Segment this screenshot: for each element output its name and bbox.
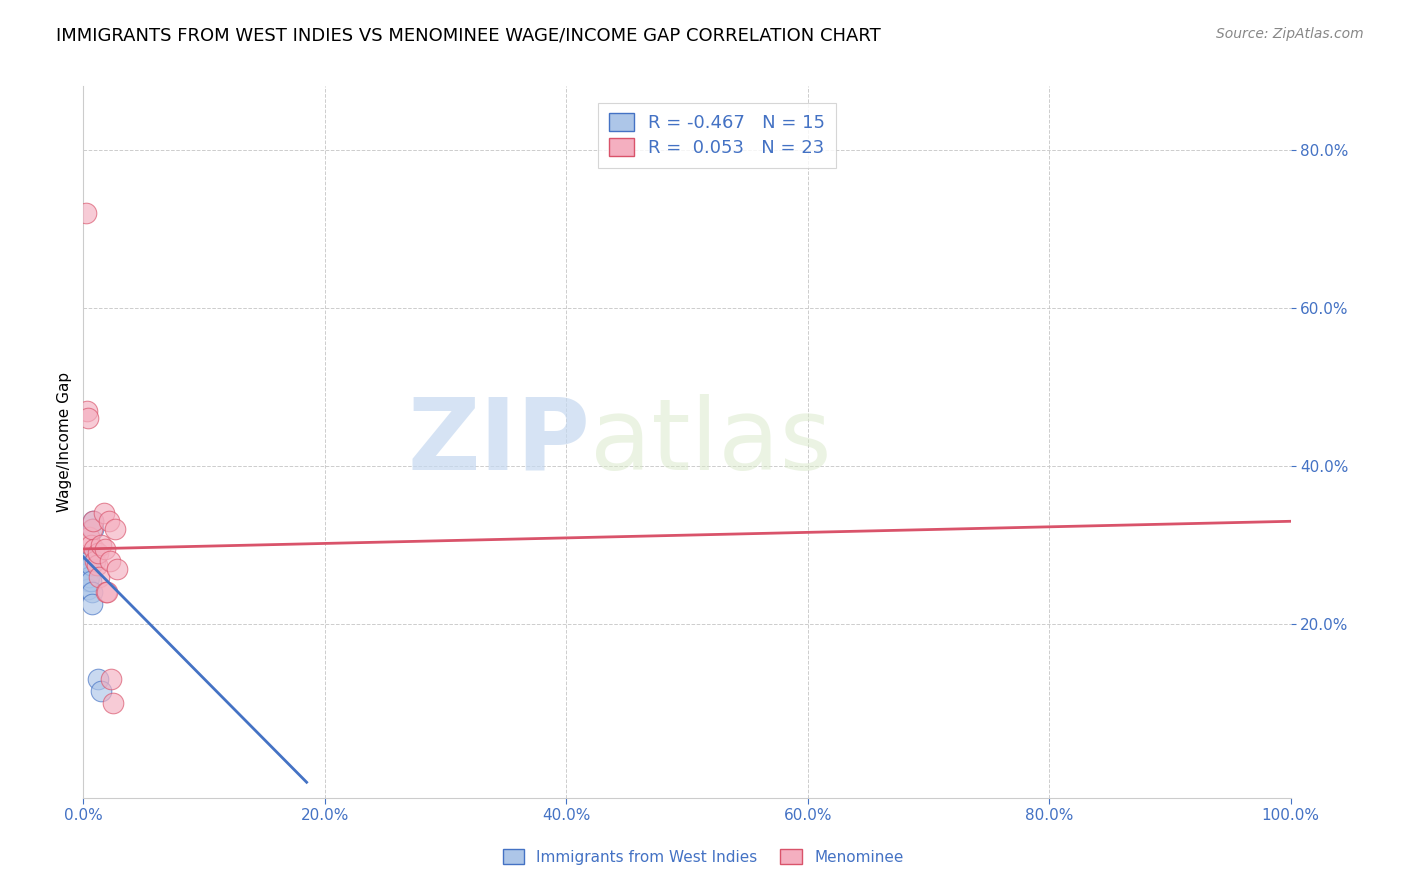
- Point: [82, 514, 104, 528]
- Text: Source: ZipAtlas.com: Source: ZipAtlas.com: [1216, 27, 1364, 41]
- Point: [77, 411, 100, 425]
- Point: [86, 558, 108, 572]
- Point: [96, 585, 118, 599]
- Point: [98, 554, 121, 568]
- Point: [79, 530, 101, 544]
- Point: [77, 574, 100, 588]
- Point: [87, 569, 110, 583]
- Point: [90, 684, 112, 698]
- Point: [83, 541, 105, 556]
- Point: [79, 558, 101, 572]
- Y-axis label: Wage/Income Gap: Wage/Income Gap: [58, 372, 72, 512]
- Point: [79, 569, 101, 583]
- Point: [103, 696, 125, 710]
- Point: [93, 507, 115, 521]
- Point: [87, 673, 110, 687]
- Point: [80, 585, 103, 599]
- Point: [87, 546, 110, 560]
- Legend: R = -0.467   N = 15, R =  0.053   N = 23: R = -0.467 N = 15, R = 0.053 N = 23: [598, 103, 837, 168]
- Point: [79, 538, 101, 552]
- Point: [94, 541, 117, 556]
- Point: [75, 206, 97, 220]
- Point: [100, 673, 122, 687]
- Point: [90, 538, 112, 552]
- Point: [76, 403, 98, 417]
- Point: [77, 582, 100, 596]
- Text: IMMIGRANTS FROM WEST INDIES VS MENOMINEE WAGE/INCOME GAP CORRELATION CHART: IMMIGRANTS FROM WEST INDIES VS MENOMINEE…: [56, 27, 882, 45]
- Point: [76, 549, 98, 564]
- Point: [82, 514, 104, 528]
- Legend: Immigrants from West Indies, Menominee: Immigrants from West Indies, Menominee: [496, 843, 910, 871]
- Text: atlas: atlas: [591, 393, 832, 491]
- Point: [97, 514, 120, 528]
- Point: [80, 522, 103, 536]
- Point: [104, 522, 127, 536]
- Point: [82, 522, 104, 536]
- Point: [79, 554, 101, 568]
- Point: [84, 554, 107, 568]
- Text: ZIP: ZIP: [408, 393, 591, 491]
- Point: [77, 566, 100, 580]
- Point: [105, 562, 128, 576]
- Point: [76, 562, 98, 576]
- Point: [80, 597, 103, 611]
- Point: [79, 574, 101, 588]
- Point: [96, 585, 118, 599]
